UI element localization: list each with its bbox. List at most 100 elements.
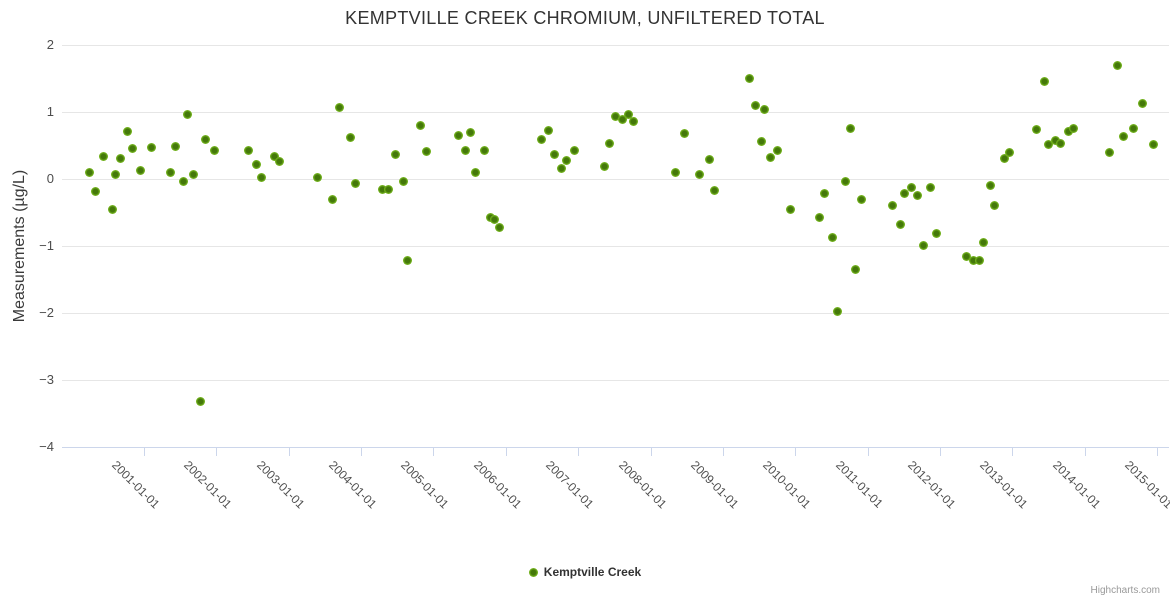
data-point[interactable] (91, 186, 101, 196)
data-point[interactable] (895, 220, 905, 230)
data-point[interactable] (900, 188, 909, 198)
data-point[interactable] (127, 144, 137, 154)
data-point[interactable] (171, 141, 181, 151)
data-point[interactable] (759, 105, 769, 115)
data-point[interactable] (814, 213, 824, 223)
data-point[interactable] (188, 170, 198, 180)
data-point[interactable] (840, 177, 850, 187)
data-point[interactable] (990, 201, 1000, 211)
data-point[interactable] (257, 173, 267, 183)
data-point[interactable] (850, 264, 860, 274)
data-point[interactable] (465, 128, 475, 138)
data-point[interactable] (557, 163, 567, 173)
data-point[interactable] (111, 169, 121, 179)
data-point[interactable] (1148, 139, 1158, 149)
data-point[interactable] (1138, 98, 1148, 108)
data-point[interactable] (974, 255, 984, 265)
data-point[interactable] (1050, 136, 1060, 146)
data-point[interactable] (856, 194, 866, 204)
data-point[interactable] (1055, 138, 1065, 148)
data-point[interactable] (147, 143, 157, 152)
data-point[interactable] (629, 116, 639, 126)
data-point[interactable] (617, 114, 627, 124)
data-point[interactable] (402, 255, 412, 265)
data-point[interactable] (599, 162, 609, 172)
data-point[interactable] (756, 136, 766, 146)
data-point[interactable] (398, 176, 408, 186)
data-point[interactable] (345, 132, 355, 142)
data-point[interactable] (999, 154, 1009, 164)
data-point[interactable] (182, 110, 192, 120)
data-point[interactable] (562, 155, 572, 165)
data-point[interactable] (1118, 132, 1128, 142)
data-point[interactable] (926, 183, 936, 193)
data-point[interactable] (537, 134, 547, 144)
data-point[interactable] (611, 111, 621, 121)
data-point[interactable] (969, 256, 979, 266)
data-point[interactable] (470, 167, 480, 177)
data-point[interactable] (415, 120, 425, 130)
data-point[interactable] (391, 150, 401, 160)
data-point[interactable] (122, 126, 132, 136)
data-point[interactable] (274, 157, 284, 167)
data-point[interactable] (454, 130, 464, 140)
data-point[interactable] (549, 150, 559, 160)
data-point[interactable] (350, 178, 360, 188)
data-point[interactable] (680, 128, 690, 138)
data-point[interactable] (98, 151, 108, 161)
data-point[interactable] (460, 146, 470, 156)
data-point[interactable] (490, 214, 500, 224)
data-point[interactable] (978, 238, 988, 248)
data-point[interactable] (671, 167, 681, 177)
data-point[interactable] (1044, 140, 1053, 150)
data-point[interactable] (543, 126, 553, 136)
data-point[interactable] (1113, 60, 1123, 70)
data-point[interactable] (116, 154, 126, 164)
data-point[interactable] (135, 166, 145, 176)
data-point[interactable] (479, 145, 489, 155)
data-point[interactable] (252, 160, 262, 170)
data-point[interactable] (570, 145, 580, 155)
data-point[interactable] (165, 167, 175, 177)
data-point[interactable] (195, 396, 205, 406)
data-point[interactable] (1039, 77, 1049, 87)
data-point[interactable] (243, 145, 253, 155)
data-point[interactable] (819, 188, 829, 198)
data-point[interactable] (334, 103, 344, 113)
data-point[interactable] (704, 155, 714, 165)
data-point[interactable] (986, 181, 996, 191)
data-point[interactable] (209, 146, 219, 156)
data-point[interactable] (107, 204, 117, 214)
legend-item[interactable]: Kemptville Creek (0, 562, 1170, 582)
data-point[interactable] (772, 146, 782, 156)
data-point[interactable] (887, 201, 897, 211)
data-point[interactable] (745, 74, 755, 83)
data-point[interactable] (1004, 147, 1014, 157)
data-point[interactable] (624, 109, 634, 119)
data-point[interactable] (1104, 148, 1114, 158)
data-point[interactable] (377, 185, 387, 195)
data-point[interactable] (1068, 124, 1078, 134)
data-point[interactable] (907, 183, 917, 193)
data-point[interactable] (962, 251, 972, 261)
data-point[interactable] (1128, 123, 1138, 133)
data-point[interactable] (750, 100, 760, 110)
data-point[interactable] (766, 153, 776, 163)
data-point[interactable] (785, 204, 795, 214)
data-point[interactable] (421, 147, 431, 157)
data-point[interactable] (913, 191, 923, 201)
data-point[interactable] (827, 232, 837, 242)
data-point[interactable] (85, 167, 95, 177)
data-point[interactable] (494, 222, 504, 232)
data-point[interactable] (710, 185, 720, 195)
data-point[interactable] (605, 138, 615, 148)
data-point[interactable] (327, 194, 337, 204)
data-point[interactable] (201, 134, 210, 144)
data-point[interactable] (832, 307, 842, 317)
data-point[interactable] (384, 184, 394, 194)
data-point[interactable] (1032, 124, 1042, 134)
data-point[interactable] (931, 229, 941, 239)
data-point[interactable] (918, 240, 928, 250)
data-point[interactable] (694, 170, 704, 180)
data-point[interactable] (846, 124, 856, 134)
